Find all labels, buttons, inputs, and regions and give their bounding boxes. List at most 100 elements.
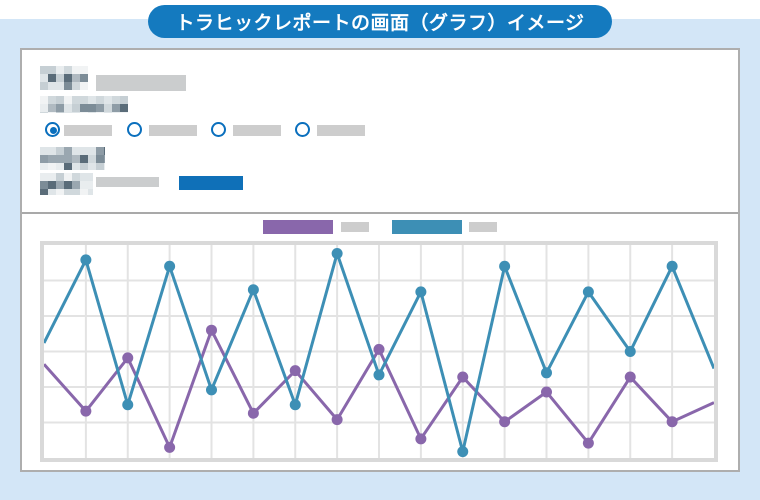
submit-button[interactable] xyxy=(179,176,243,190)
mosaic-cell xyxy=(48,96,56,104)
mosaic-cell xyxy=(40,96,48,104)
mosaic-cell xyxy=(48,147,56,155)
mosaic-cell xyxy=(80,155,88,163)
mosaic-cell xyxy=(80,189,88,195)
series-blue-marker xyxy=(666,260,678,272)
mosaic-cell xyxy=(64,82,72,90)
mosaic-cell xyxy=(80,173,88,181)
mosaic-cell xyxy=(64,181,72,189)
mosaic-cell xyxy=(80,74,88,82)
legend-swatch-series-purple xyxy=(263,220,333,234)
radio-option-2[interactable] xyxy=(127,122,142,137)
mosaic-cell xyxy=(72,181,80,189)
series-blue-marker xyxy=(247,284,259,296)
radio-label-redacted-3 xyxy=(233,125,281,136)
mosaic-cell xyxy=(64,96,72,104)
mosaic-cell xyxy=(56,147,64,155)
series-purple-marker xyxy=(373,343,385,355)
mosaic-cell xyxy=(80,112,88,113)
mosaic-cell xyxy=(40,74,48,82)
mosaic-cell xyxy=(80,104,88,112)
mosaic-cell xyxy=(88,189,93,195)
legend-label-redacted-2 xyxy=(469,222,497,232)
series-blue-marker xyxy=(80,254,92,266)
mosaic-cell xyxy=(80,163,88,170)
field1-input-redacted[interactable] xyxy=(96,75,186,91)
mosaic-cell xyxy=(48,155,56,163)
mosaic-cell xyxy=(40,104,48,112)
mosaic-cell xyxy=(40,163,48,170)
mosaic-cell xyxy=(80,66,88,74)
mosaic-cell xyxy=(48,173,56,181)
mosaic-cell xyxy=(64,66,72,74)
series-purple-marker xyxy=(247,407,259,419)
field2-input-redacted[interactable] xyxy=(96,177,159,187)
series-purple-marker xyxy=(331,414,343,426)
series-blue-marker xyxy=(582,286,594,298)
mosaic-cell xyxy=(96,147,104,155)
mosaic-cell xyxy=(56,112,64,113)
legend-label-redacted-1 xyxy=(341,222,369,232)
series-blue-marker xyxy=(373,369,385,381)
mosaic-cell xyxy=(120,112,128,113)
mosaic-cell xyxy=(80,181,88,189)
series-purple-marker xyxy=(206,324,217,336)
mosaic-cell xyxy=(88,147,96,155)
mosaic-cell xyxy=(96,155,104,163)
series-purple-marker xyxy=(666,416,678,428)
radio-option-1-selected[interactable] xyxy=(45,122,60,137)
radio-option-3[interactable] xyxy=(211,122,226,137)
series-blue-marker xyxy=(457,446,469,458)
series-purple-marker xyxy=(457,371,469,383)
mosaic-cell xyxy=(72,66,80,74)
banner-wrap: トラヒックレポートの画面（グラフ）イメージ xyxy=(0,5,760,38)
traffic-chart xyxy=(44,245,714,458)
series-blue-marker xyxy=(122,399,134,411)
mosaic-cell xyxy=(64,74,72,82)
series-blue-marker xyxy=(499,260,511,272)
mosaic-cell xyxy=(112,104,120,112)
series-purple-marker xyxy=(80,405,92,417)
redacted-radio-group-label xyxy=(40,96,128,113)
series-blue-marker xyxy=(289,399,301,411)
report-panel xyxy=(20,48,740,472)
mosaic-cell xyxy=(72,96,80,104)
mosaic-cell xyxy=(96,96,104,104)
chart-frame xyxy=(40,241,718,462)
mosaic-cell xyxy=(72,163,80,170)
series-purple-marker xyxy=(624,371,636,383)
mosaic-cell xyxy=(96,104,104,112)
mosaic-cell xyxy=(120,104,128,112)
mosaic-cell xyxy=(72,112,80,113)
radio-option-4[interactable] xyxy=(295,122,310,137)
redacted-field1-label xyxy=(40,66,88,90)
mosaic-cell xyxy=(88,155,96,163)
mosaic-cell xyxy=(56,96,64,104)
mosaic-cell xyxy=(56,181,64,189)
mosaic-cell xyxy=(104,104,112,112)
series-purple-line xyxy=(44,324,714,453)
mosaic-cell xyxy=(72,74,80,82)
series-blue-marker xyxy=(206,384,217,396)
mosaic-cell xyxy=(88,96,96,104)
mosaic-cell xyxy=(48,189,56,195)
mosaic-cell xyxy=(96,163,104,170)
redacted-field2-label-line2 xyxy=(40,173,93,195)
mosaic-cell xyxy=(40,189,48,195)
mosaic-cell xyxy=(80,82,88,90)
redacted-field2-label-line1 xyxy=(40,147,105,170)
mosaic-cell xyxy=(80,147,88,155)
radio-label-redacted-1 xyxy=(64,125,112,136)
mosaic-cell xyxy=(40,155,48,163)
mosaic-cell xyxy=(72,104,80,112)
series-purple-marker xyxy=(499,416,511,428)
legend-swatch-series-blue xyxy=(392,220,462,234)
series-blue-line xyxy=(44,248,714,458)
series-blue-marker xyxy=(624,346,636,357)
radio-label-redacted-4 xyxy=(317,125,365,136)
mosaic-cell xyxy=(40,173,48,181)
series-blue-marker xyxy=(415,286,427,298)
mosaic-cell xyxy=(112,112,120,113)
series-blue-marker xyxy=(541,367,552,379)
